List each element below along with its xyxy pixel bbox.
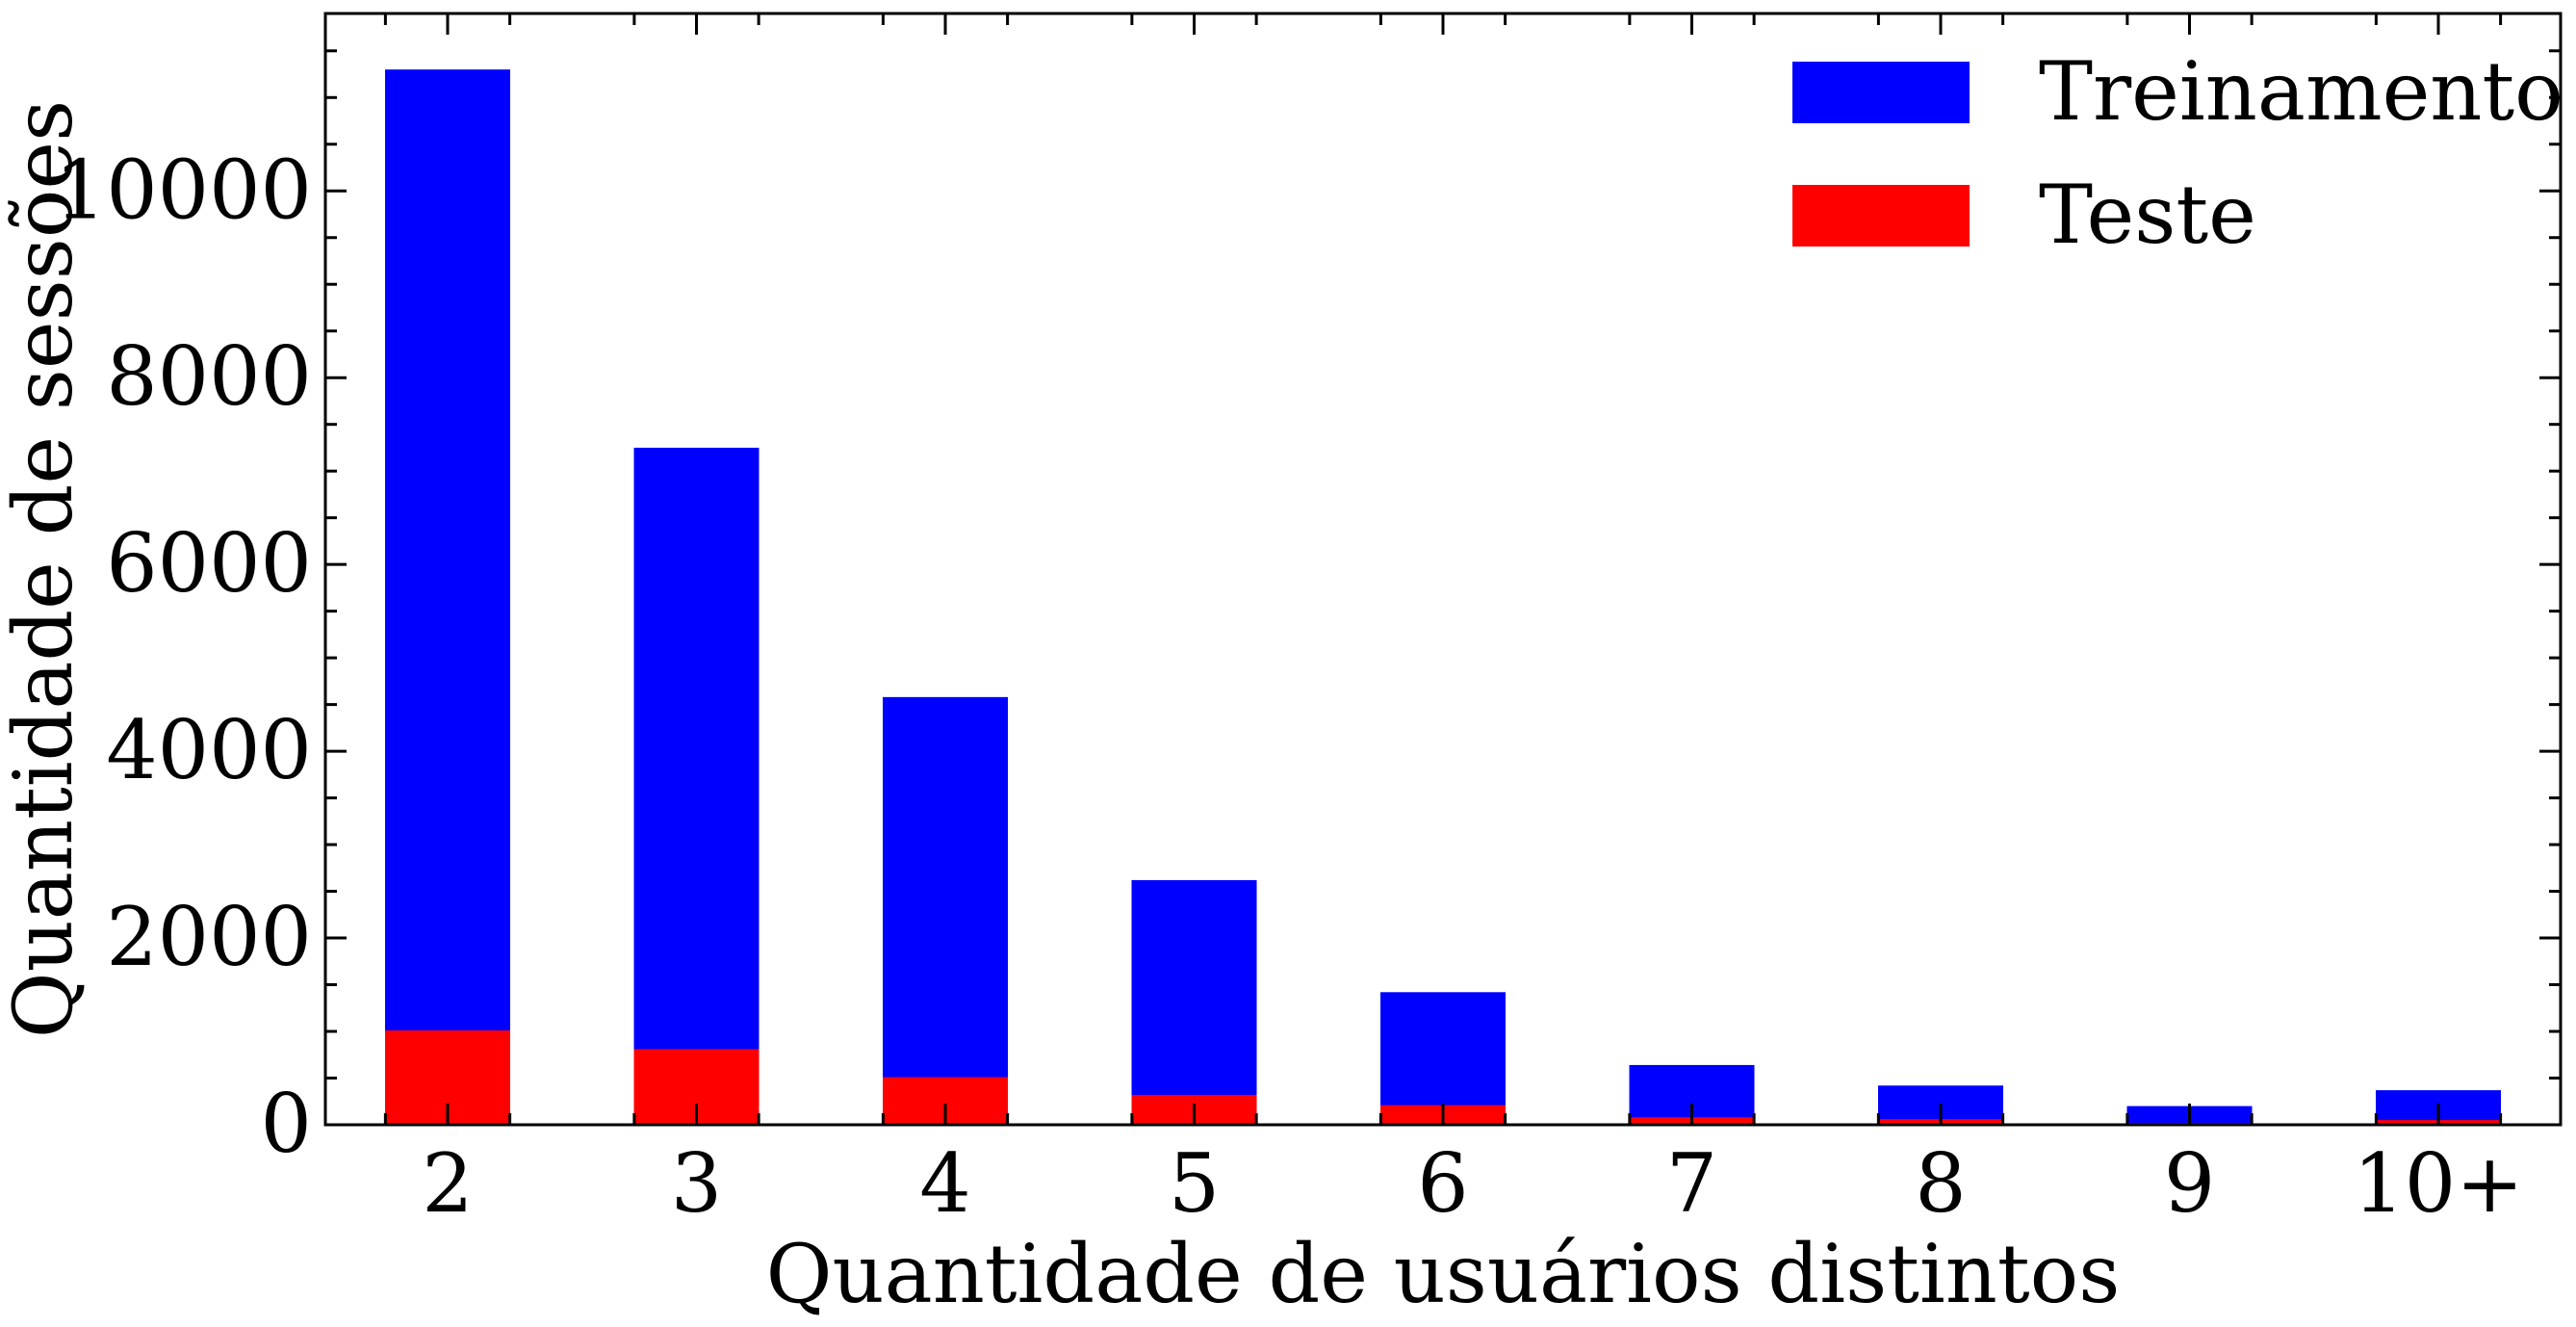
y-tick-label-8000: 8000: [106, 329, 312, 424]
y-axis-label: Quantidade de sessões: [0, 100, 90, 1038]
legend-swatch-teste: [1792, 185, 1970, 247]
legend-swatch-treinamento: [1792, 62, 1970, 123]
x-tick-label-2: 2: [422, 1136, 473, 1231]
x-tick-label-7: 7: [1666, 1136, 1717, 1231]
y-tick-label-6000: 6000: [106, 516, 312, 611]
y-tick-label-2000: 2000: [106, 890, 312, 984]
legend-label-treinamento: Treinamento: [2039, 44, 2563, 139]
x-axis-label: Quantidade de usuários distintos: [766, 1227, 2121, 1321]
plot-frame: [323, 12, 2563, 1127]
bar-treinamento-2: [385, 69, 510, 1126]
y-tick-labels: 0 2000 4000 6000 8000 10000: [55, 143, 312, 1171]
bar-treinamento-4: [883, 696, 1008, 1125]
x-tick-label-9: 9: [2164, 1136, 2215, 1231]
bars-group: [385, 69, 2501, 1126]
legend-label-teste: Teste: [2039, 168, 2256, 262]
bar-treinamento-5: [1131, 879, 1257, 1125]
y-tick-label-4000: 4000: [106, 703, 312, 797]
x-tick-label-4: 4: [919, 1136, 970, 1231]
y-tick-label-0: 0: [261, 1077, 312, 1171]
bar-treinamento-6: [1380, 992, 1506, 1125]
x-tick-label-3: 3: [671, 1136, 722, 1231]
y-tick-label-10000: 10000: [55, 143, 312, 237]
x-tick-label-5: 5: [1169, 1136, 1220, 1231]
x-tick-labels: 2 3 4 5 6 7 8 9 10+: [422, 1136, 2523, 1231]
x-tick-label-6: 6: [1417, 1136, 1468, 1231]
ticks-group: [325, 13, 2561, 1127]
x-tick-label-8: 8: [1915, 1136, 1966, 1231]
bar-treinamento-3: [633, 447, 760, 1126]
legend: Treinamento Teste: [1792, 44, 2563, 262]
x-tick-label-10plus: 10+: [2353, 1136, 2523, 1231]
